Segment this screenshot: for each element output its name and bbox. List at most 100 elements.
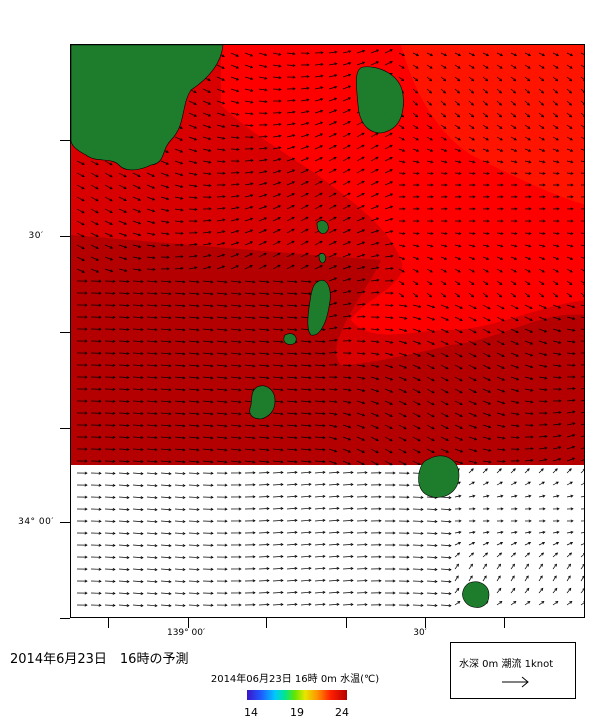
current-arrow [370,181,379,186]
current-arrow [174,388,185,391]
current-arrow [510,52,517,56]
current-arrow-head [582,588,584,591]
current-arrow-head [112,579,116,583]
current-arrow [524,160,531,163]
current-arrow-head [364,495,368,499]
current-arrow [370,436,379,441]
current-arrow [356,352,365,355]
current-arrow-head [473,354,477,358]
current-arrow-head [280,506,284,511]
current-arrow [272,170,281,174]
current-arrow-head [558,352,562,356]
current-arrow-head [471,53,476,57]
current-arrow-head [487,342,491,346]
current-arrow-head [420,555,424,559]
current-arrow [356,376,365,379]
current-arrow [566,588,572,594]
current-arrow [300,280,311,283]
current-arrow-head [277,193,282,197]
current-arrow [370,279,379,282]
current-arrow-head [556,257,560,260]
current-arrow [272,568,284,570]
current-arrow [496,531,503,534]
current-arrow [482,148,489,152]
current-arrow [552,412,562,414]
current-arrow-head [527,53,532,57]
current-arrow-head [210,567,214,571]
current-arrow [258,460,269,463]
current-arrow-head [98,459,102,463]
current-arrow-head [431,402,435,406]
current-arrow [342,266,351,270]
current-arrow [356,460,365,465]
current-arrow [342,520,354,522]
current-arrow [132,184,141,189]
current-arrow [552,552,558,558]
current-arrow-head [348,400,352,404]
current-arrow [566,268,573,273]
current-arrow-head [126,375,130,379]
current-arrow [132,484,143,487]
current-arrow [496,364,505,369]
current-arrow [174,364,185,367]
current-arrow [370,230,379,234]
current-arrow-head [429,294,433,298]
current-arrow [188,196,197,199]
current-arrow [552,575,557,582]
current-arrow-head [308,554,312,558]
current-arrow-head [570,519,574,523]
current-arrow [118,316,130,318]
current-arrow [216,242,225,246]
current-arrow-head [569,481,573,485]
current-arrow-head [401,269,405,273]
current-arrow-head [109,162,113,166]
current-arrow-head [431,329,436,333]
current-arrow [146,472,157,475]
current-arrow [510,588,516,594]
current-arrow [356,156,365,162]
current-arrow-head [471,78,475,82]
current-arrow-head [570,195,574,199]
current-arrow-head [266,292,270,296]
current-arrow-head [484,552,489,556]
current-arrow-head [375,49,380,53]
current-arrow-head [530,435,534,439]
current-arrow-head [558,329,562,333]
current-arrow-head [502,436,506,440]
current-arrow-head [291,181,296,185]
current-arrow-head [472,183,476,187]
current-arrow-head [570,231,574,235]
current-arrow-head [406,531,410,535]
current-arrow-head [486,507,490,511]
current-arrow-head [224,507,228,511]
current-arrow-head [350,603,354,607]
current-arrow [510,412,519,415]
current-arrow-head [448,544,452,548]
current-arrow [258,182,267,186]
current-arrow [580,328,584,330]
current-arrow-head [208,254,212,258]
current-arrow [482,424,491,428]
current-arrow-head [541,114,545,118]
current-arrow-head [140,328,144,332]
current-arrow-head [362,49,366,53]
current-arrow-head [445,366,449,370]
current-arrow [90,268,99,273]
current-arrow [468,376,477,381]
current-arrow-head [375,156,379,160]
current-arrow [342,556,354,558]
current-arrow [496,148,503,152]
current-arrow-head [455,575,459,579]
current-arrow-head [516,377,520,381]
current-arrow [468,352,477,358]
current-arrow-head [266,567,270,571]
current-arrow-head [151,174,155,177]
current-arrow-head [266,352,270,356]
current-arrow-head [570,244,574,248]
current-arrow [118,172,127,178]
current-arrow [580,447,584,450]
current-arrow-head [392,531,396,535]
current-arrow-head [415,114,419,118]
current-arrow-head [320,74,324,78]
current-arrow [482,52,489,56]
